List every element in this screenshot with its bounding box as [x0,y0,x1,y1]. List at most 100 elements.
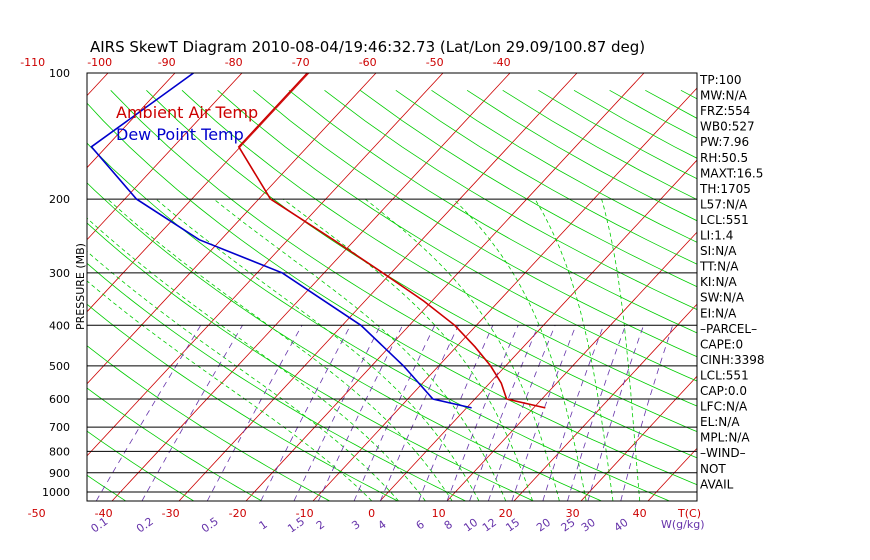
moist-adiabat-line [601,198,641,501]
isotherm-line [513,303,697,501]
stability-index: CINH:3398 [700,353,765,367]
isotherm-line [379,159,697,501]
mixing-ratio-line [587,325,644,501]
top-temperature-tick-label: -80 [225,56,243,69]
stability-index: WB0:527 [700,120,755,134]
bottom-temperature-tick-label: -50 [28,507,46,520]
dry-adiabat-line [87,102,697,486]
mixing-ratio-line [488,325,556,501]
stability-index: MPL:N/A [700,431,750,445]
pressure-tick-label: 400 [49,319,70,332]
moist-adiabat-line [282,198,533,501]
dry-adiabat-line [645,89,697,119]
stability-index: TP:100 [699,73,742,87]
ambient-air-temp-line [237,73,546,409]
stability-index: NOT [700,462,726,476]
bottom-temperature-tick-label: -40 [95,507,113,520]
pressure-tick-label: 1000 [42,486,70,499]
stability-index: EL:N/A [700,415,740,429]
mixing-ratio-line [353,325,436,501]
stability-index: L57:N/A [700,197,748,211]
isotherm-line [111,73,511,501]
stability-index: LI:1.4 [700,229,733,243]
pressure-tick-label: 500 [49,360,70,373]
pressure-tick-label: 100 [49,67,70,80]
pressure-tick-label: 600 [49,393,70,406]
dry-adiabat-line [395,89,697,265]
isotherm-line [87,73,109,97]
mixing-ratio-line [206,325,303,501]
bottom-temperature-tick-label: 20 [499,507,513,520]
plot-frame [86,72,698,502]
isotherm-line [0,73,41,501]
mixing-ratio-line [511,325,577,501]
top-temperature-tick-label: -110 [20,56,45,69]
dry-adiabat-line [87,387,262,501]
mixing-ratio-line [141,325,243,501]
bottom-temperature-tick-label: 30 [566,507,580,520]
pressure-tick-label: 900 [49,467,70,480]
pressure-tick-label: 700 [49,421,70,434]
mixing-ratio-tick-label: 0.5 [199,515,221,536]
stability-index: FRZ:554 [700,104,750,118]
moist-adiabat-line [364,198,560,501]
moist-adiabat-line [87,217,426,501]
pressure-tick-labels: 100 200 300 400 500 600 700 800 900 1000 [42,67,70,499]
pressure-tick-label: 800 [49,445,70,458]
dry-adiabat-line [87,303,398,501]
stability-index: MW:N/A [700,89,748,103]
moist-adiabat-line [87,250,399,501]
dry-adiabat-line [324,89,697,311]
isotherm-line [647,447,697,501]
isotherm-line [87,73,243,241]
stability-index: TT:N/A [699,260,739,274]
isotherm-line [782,73,870,501]
dry-adiabat-line [181,90,697,407]
dry-adiabat-line [253,89,697,358]
mixing-ratio-line [260,325,351,501]
stability-index: CAPE:0 [700,337,743,351]
mixing-ratio-line [418,325,494,501]
mixing-ratio-unit-label: W(g/kg) [661,518,705,531]
mixing-ratio-tick-label: 40 [612,516,631,535]
moist-adiabat-line [453,198,587,501]
dry-adiabat-line [87,262,466,501]
bottom-temperature-tick-label: 10 [432,507,446,520]
mixing-ratio-tick-label: 12 [480,516,499,535]
moist-adiabat-line [213,198,507,501]
bottom-temperature-tick-label: -30 [162,507,180,520]
mixing-ratio-line [542,325,604,501]
stability-index: –PARCEL– [700,322,757,336]
stability-index: MAXT:16.5 [700,166,763,180]
mixing-ratio-tick-label: 2 [314,518,327,533]
dry-adiabat-line [110,90,697,459]
pressure-tick-label: 200 [49,193,70,206]
moist-adiabat-line [107,198,453,501]
pressure-tick-label: 300 [49,267,70,280]
bottom-temperature-tick-label: 0 [368,507,375,520]
dry-adiabat-line [87,142,670,501]
mixing-ratio-tick-label: 10 [461,516,480,535]
bottom-temperature-tick-label: -20 [229,507,247,520]
mixing-ratio-line [318,325,403,501]
isotherm-line [245,73,645,501]
top-temperature-tick-label: -40 [493,56,511,69]
isotherm-line [580,375,697,501]
dry-adiabat-line [431,89,697,243]
mixing-ratio-tick-label: 30 [579,516,598,535]
mixing-ratio-tick-label: 0.2 [134,515,156,536]
stability-index: SI:N/A [700,244,737,258]
stability-index: EI:N/A [700,306,737,320]
dew-point-temp-line [90,73,472,409]
mixing-ratio-tick-label: 8 [442,518,455,533]
top-temperature-tick-label: -70 [292,56,310,69]
stability-index: LFC:N/A [700,400,748,414]
bottom-temperature-tick-labels: -50 -40 -30 -20 -10 0 10 20 30 40 [28,507,647,520]
stability-index: PW:7.96 [700,135,749,149]
bottom-temperature-tick-label: 40 [633,507,647,520]
legend-dew-point-temp: Dew Point Temp [116,125,244,144]
stability-index: TH:1705 [699,182,751,196]
moist-adiabat-line [87,280,372,501]
dry-adiabat-line [752,90,870,501]
